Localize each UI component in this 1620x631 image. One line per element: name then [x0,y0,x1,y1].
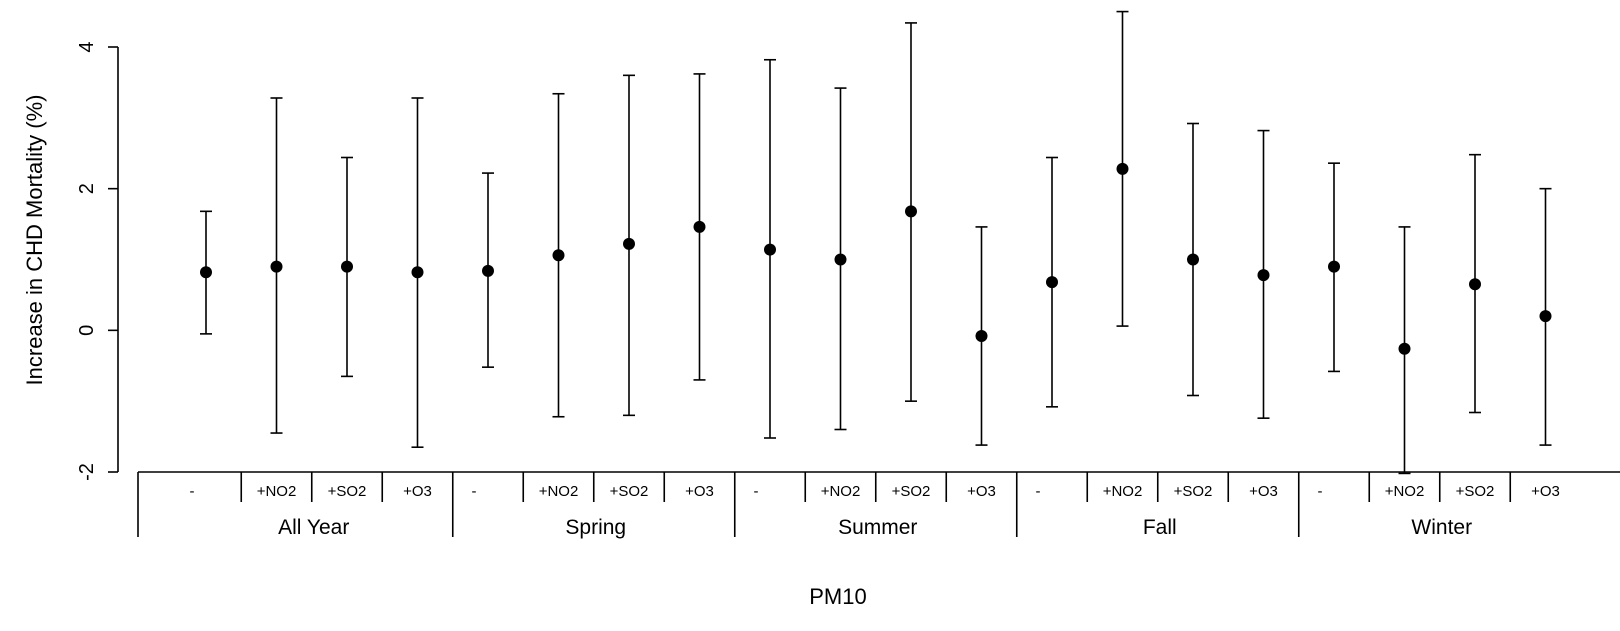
data-point [1046,276,1058,289]
group-label: Summer [838,516,917,539]
model-label: +SO2 [1174,483,1213,500]
model-label: +O3 [403,483,432,500]
data-point [623,237,635,250]
data-point [552,249,565,262]
model-label: +O3 [1249,483,1278,500]
y-axis: -2 0 2 4 [76,41,119,481]
data-point [1257,269,1270,282]
y-tick-label: -2 [76,463,98,481]
group-label: Fall [1143,516,1177,539]
group-label: Winter [1411,516,1472,539]
data-point [270,260,283,273]
model-label: +NO2 [1385,483,1425,500]
model-label: +NO2 [821,483,861,500]
plot-area [200,10,1552,475]
data-point [1116,162,1129,175]
model-label: - [1036,483,1041,500]
data-point [834,253,847,266]
group-label: All Year [278,516,349,539]
data-point [1469,278,1481,291]
data-point [1539,310,1552,323]
model-label: +NO2 [539,483,579,500]
y-tick-label: 4 [76,41,98,52]
y-tick-label: 2 [76,183,98,194]
model-label: +SO2 [328,483,367,500]
model-label: - [754,483,759,500]
model-label: +SO2 [1456,483,1495,500]
model-label: +SO2 [610,483,649,500]
model-label: - [472,483,477,500]
model-label: - [1318,483,1323,500]
model-label: +O3 [967,483,996,500]
data-point [341,260,353,273]
data-point [693,220,706,233]
data-point [905,205,917,218]
y-axis-label: Increase in CHD Mortality (%) [22,95,47,386]
model-label: +NO2 [257,483,297,500]
y-tick-label: 0 [76,325,98,336]
data-point [975,330,988,342]
model-label: +NO2 [1103,483,1143,500]
model-label: +O3 [1531,483,1560,500]
data-point [1398,342,1411,355]
model-label: +O3 [685,483,714,500]
model-label: - [190,483,195,500]
data-point [1328,260,1340,273]
model-label: +SO2 [892,483,931,500]
data-point [1187,253,1199,266]
data-point [764,243,776,256]
data-point [482,264,494,277]
x-axis: - +NO2 +SO2 +O3 - +NO2 +SO2 +O3 - +NO2 +SO2 +O3 - +NO… [137,471,1620,539]
x-axis-label: PM10 [809,584,866,609]
data-point [411,266,424,279]
data-point [200,266,212,279]
group-label: Spring [565,516,626,539]
